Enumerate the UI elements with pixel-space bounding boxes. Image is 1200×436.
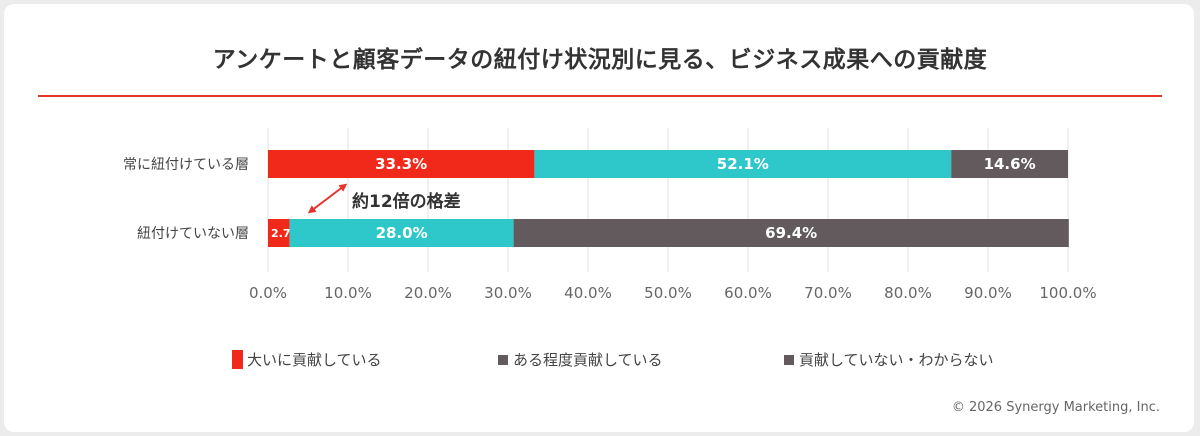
bar-segment-some [289,219,514,247]
category-label: 紐付けていない層 [137,226,249,242]
category-label: 常に紐付けている層 [123,157,249,173]
x-tick-label: 40.0% [564,284,612,302]
x-tick-label: 20.0% [404,284,452,302]
legend-swatch-great [232,350,243,369]
copyright: © 2026 Synergy Marketing, Inc. [951,400,1160,415]
legend-label-some: ある程度貢献している [513,351,663,369]
legend-swatch-some [498,354,508,365]
x-tick-label: 60.0% [724,284,772,302]
legend-item-none: 貢献していない・わからない [784,349,994,370]
bar-segment-great [268,219,290,247]
data-label-great: 33.3% [375,155,427,173]
annotation-text: 約12倍の格差 [352,191,461,212]
legend-swatch-none [784,354,794,365]
bar-segment-great [268,150,535,178]
bars: 33.3% 52.1% 14.6%2.7% 28.0% 69.4% [268,150,1069,247]
data-label-none: 69.4% [765,224,817,242]
bar-segment-none [513,219,1069,247]
chart-card [4,4,1194,432]
data-label-none: 14.6% [984,155,1036,173]
data-label-some: 52.1% [717,155,769,173]
x-tick-label: 100.0% [1039,284,1096,302]
x-tick-labels: 0.0% 10.0% 20.0% 30.0% 40.0% 50.0% 60.0% 70.0% 8… [249,284,1097,302]
data-label-some: 28.0% [376,224,428,242]
x-tick-label: 50.0% [644,284,692,302]
title-underline [38,95,1162,97]
legend-label-none: 貢献していない・わからない [799,351,994,369]
annotation-arrow [307,183,348,214]
x-tick-label: 30.0% [484,284,532,302]
bar-segment-none [951,150,1068,178]
chart-title: アンケートと顧客データの紐付け状況別に見る、ビジネス成果への貢献度 [212,47,988,73]
x-tick-label: 90.0% [964,284,1012,302]
bar-segment-some [534,150,952,178]
legend-item-some: ある程度貢献している [498,349,663,370]
x-tick-label: 0.0% [249,284,287,302]
legend-label-great: 大いに貢献している [247,351,382,369]
x-tick-label: 10.0% [324,284,372,302]
x-tick-label: 70.0% [804,284,852,302]
legend-item-great: 大いに貢献している [232,349,382,370]
x-tick-label: 80.0% [884,284,932,302]
annotation: 約12倍の格差 [307,183,461,214]
